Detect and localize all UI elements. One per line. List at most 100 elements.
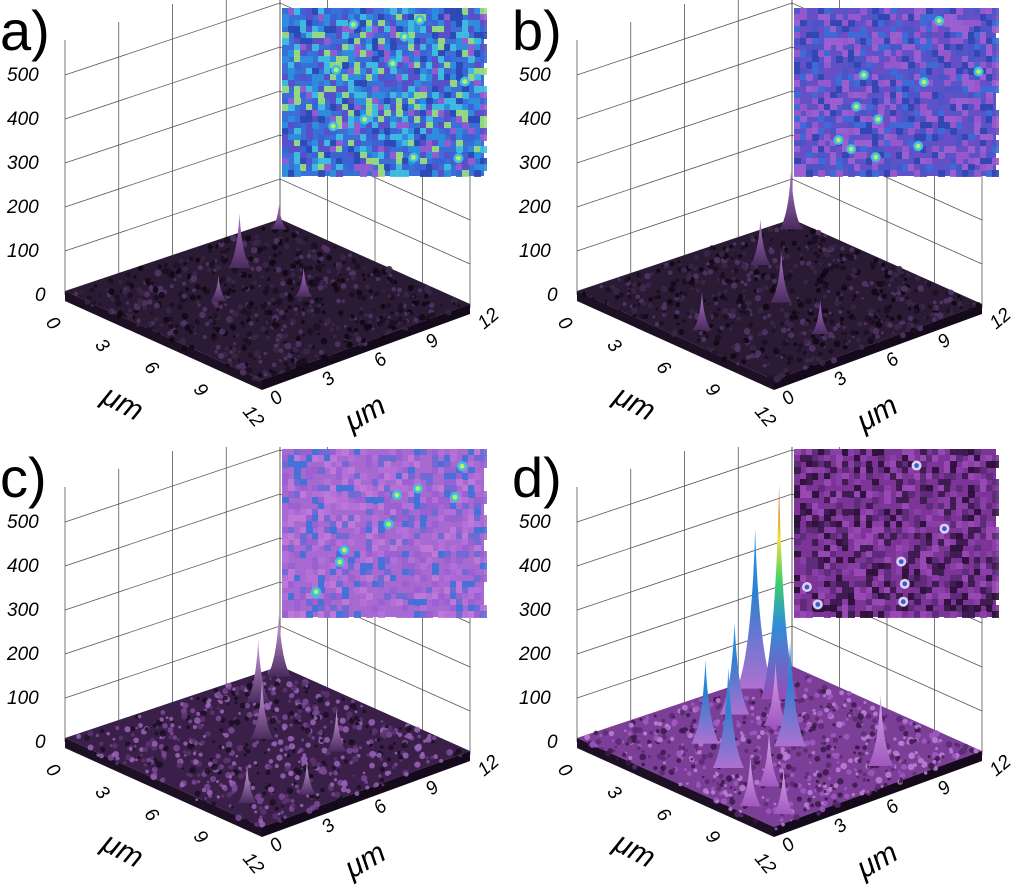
peaks-c bbox=[237, 613, 347, 804]
surface-texture-c bbox=[76, 668, 462, 828]
peak-b-1 bbox=[750, 218, 771, 265]
z-tick-c-400: 400 bbox=[7, 556, 39, 577]
z-tick-d-100: 100 bbox=[519, 688, 551, 709]
peak-b-4 bbox=[811, 300, 830, 335]
peaks-d bbox=[691, 485, 894, 815]
peaks-b bbox=[692, 170, 830, 335]
y-tick-d-0: 0 bbox=[778, 834, 800, 857]
z-tick-b-0: 0 bbox=[547, 285, 558, 306]
x-tick-c-6: 6 bbox=[140, 804, 163, 826]
y-tick-a-6: 6 bbox=[370, 349, 392, 372]
y-unit-a: μm bbox=[338, 389, 391, 439]
peak-d-2 bbox=[719, 622, 750, 715]
z-tick-a-100: 100 bbox=[7, 241, 39, 262]
x-tick-b-12: 12 bbox=[750, 402, 780, 432]
x-tick-d-12: 12 bbox=[750, 849, 780, 879]
y-tick-c-3: 3 bbox=[318, 815, 340, 838]
x-tick-a-9: 9 bbox=[189, 379, 212, 401]
x-tick-c-0: 0 bbox=[41, 760, 64, 782]
y-tick-d-6: 6 bbox=[882, 796, 904, 819]
y-tick-c-9: 9 bbox=[422, 777, 444, 800]
x-tick-c-3: 3 bbox=[90, 782, 113, 804]
x-tick-b-3: 3 bbox=[602, 335, 625, 357]
z-tick-b-200: 200 bbox=[518, 197, 551, 218]
panel-label-c: c) bbox=[0, 447, 47, 509]
x-tick-a-0: 0 bbox=[41, 313, 64, 335]
peak-d-1 bbox=[761, 485, 798, 700]
x-tick-c-9: 9 bbox=[189, 826, 212, 848]
y-tick-a-0: 0 bbox=[266, 387, 288, 410]
panel-a: a) 0 100 200 300 400 500 0 3 6 9 12 0 3 6 9 12 μm μm bbox=[0, 0, 512, 447]
y-unit-d: μm bbox=[850, 836, 903, 886]
peak-a-0 bbox=[270, 204, 288, 230]
peak-d-6 bbox=[867, 694, 894, 766]
peak-c-1 bbox=[246, 639, 271, 703]
peak-d-5 bbox=[774, 641, 807, 747]
y-tick-b-12: 12 bbox=[986, 304, 1016, 334]
peak-a-1 bbox=[228, 213, 251, 269]
z-tick-a-300: 300 bbox=[7, 153, 39, 174]
x-tick-d-9: 9 bbox=[701, 826, 724, 848]
panel-label-a: a) bbox=[0, 0, 50, 62]
x-tick-d-3: 3 bbox=[602, 782, 625, 804]
y-tick-a-3: 3 bbox=[318, 368, 340, 391]
peak-d-10 bbox=[773, 767, 795, 815]
z-tick-a-400: 400 bbox=[7, 109, 39, 130]
z-tick-a-200: 200 bbox=[6, 197, 39, 218]
z-tick-a-500: 500 bbox=[7, 65, 39, 86]
inset-heatmap-b bbox=[794, 8, 999, 177]
z-tick-c-300: 300 bbox=[7, 600, 39, 621]
x-unit-d: μm bbox=[608, 826, 661, 875]
panel-c: c) 0 100 200 300 400 500 0 3 6 9 12 0 3 6 9 12 μm μm bbox=[0, 447, 512, 894]
peak-d-9 bbox=[739, 755, 762, 807]
z-tick-c-100: 100 bbox=[7, 688, 39, 709]
x-unit-b: μm bbox=[608, 379, 661, 428]
peaks-a bbox=[210, 204, 313, 301]
peak-d-3 bbox=[763, 662, 788, 726]
x-tick-a-3: 3 bbox=[90, 335, 113, 357]
x-unit-c: μm bbox=[96, 826, 149, 875]
y-tick-c-12: 12 bbox=[474, 751, 504, 781]
x-tick-a-6: 6 bbox=[140, 357, 163, 379]
z-tick-c-500: 500 bbox=[7, 512, 39, 533]
inset-heatmap-c bbox=[282, 449, 487, 618]
x-tick-d-0: 0 bbox=[553, 760, 576, 782]
peak-d-7 bbox=[712, 667, 744, 768]
x-tick-d-6: 6 bbox=[652, 804, 675, 826]
peak-b-3 bbox=[692, 292, 712, 331]
z-tick-d-500: 500 bbox=[519, 512, 551, 533]
z-tick-b-500: 500 bbox=[519, 65, 551, 86]
peak-d-8 bbox=[757, 731, 781, 787]
y-tick-c-0: 0 bbox=[266, 834, 288, 857]
surface-c bbox=[65, 666, 470, 827]
panel-d: d) 0 100 200 300 400 500 0 3 6 9 12 0 3 6 9 12 μm μm bbox=[512, 447, 1024, 894]
z-tick-d-300: 300 bbox=[519, 600, 551, 621]
x-tick-a-12: 12 bbox=[238, 402, 268, 432]
z-tick-b-100: 100 bbox=[519, 241, 551, 262]
y-tick-b-3: 3 bbox=[830, 368, 852, 391]
y-tick-d-9: 9 bbox=[934, 777, 956, 800]
peak-c-3 bbox=[326, 709, 347, 752]
y-tick-d-12: 12 bbox=[986, 751, 1016, 781]
y-tick-a-9: 9 bbox=[422, 330, 444, 353]
peak-d-4 bbox=[691, 659, 720, 744]
peak-c-5 bbox=[237, 765, 257, 804]
peak-b-0 bbox=[779, 170, 803, 230]
z-tick-b-400: 400 bbox=[519, 109, 551, 130]
panel-label-b: b) bbox=[512, 0, 562, 62]
y-tick-b-6: 6 bbox=[882, 349, 904, 372]
peak-d-0 bbox=[737, 528, 774, 689]
surface-a bbox=[65, 219, 470, 380]
x-tick-b-0: 0 bbox=[553, 313, 576, 335]
y-tick-a-12: 12 bbox=[474, 304, 504, 334]
z-tick-c-0: 0 bbox=[35, 732, 46, 753]
z-tick-d-200: 200 bbox=[518, 644, 551, 665]
peak-c-2 bbox=[250, 680, 274, 740]
z-tick-b-300: 300 bbox=[519, 153, 551, 174]
y-unit-b: μm bbox=[850, 389, 903, 439]
x-tick-c-12: 12 bbox=[238, 849, 268, 879]
